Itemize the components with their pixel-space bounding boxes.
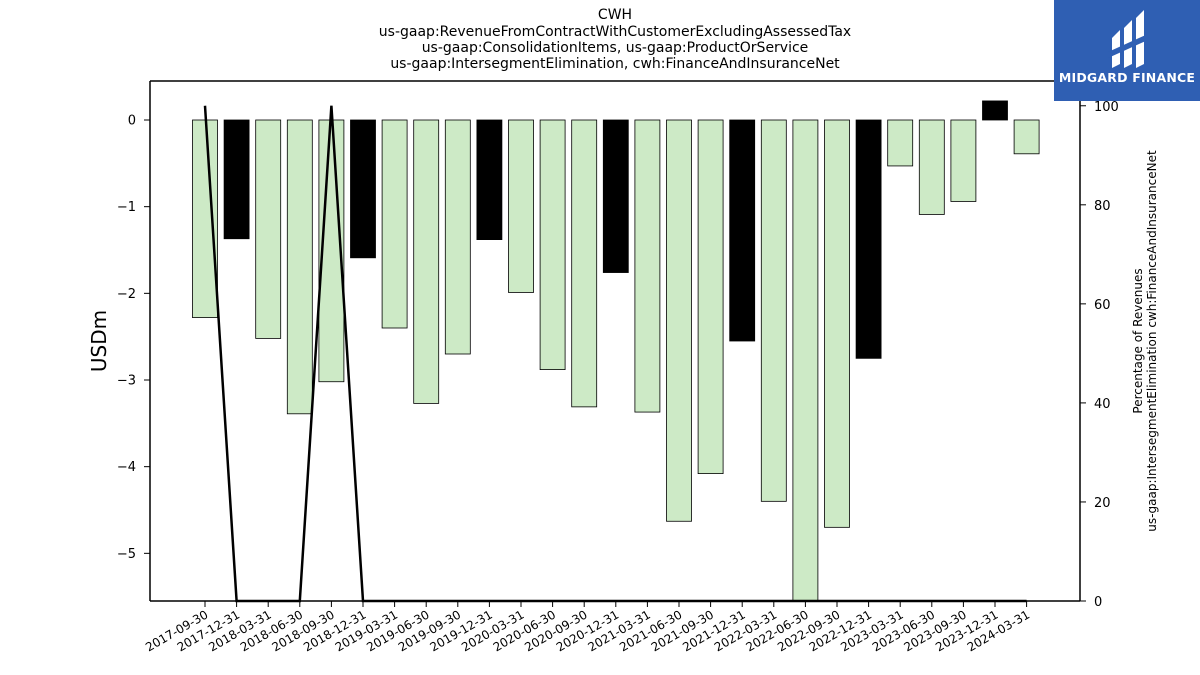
ytick-right-label: 0 [1094,595,1102,610]
bar-2018-03-31 [255,119,282,339]
y-axis-right-label-line: Percentage of Revenues [1131,268,1145,413]
bar-2022-09-30 [824,119,850,528]
bar-2023-06-30 [918,119,945,215]
y-axis-label: USDm [87,310,111,372]
bar-2023-12-31 [982,100,1008,121]
bar-2021-06-30 [666,119,692,522]
bar-2022-03-31 [760,119,787,502]
bar-2019-03-31 [381,119,408,329]
bar-2023-03-31 [887,119,914,167]
chart-title-line-4: us-gaap:IntersegmentElimination, cwh:Fin… [390,56,840,72]
bar-2021-12-31 [729,119,756,342]
ytick-left-label: −5 [117,547,136,562]
midgard-finance-logo: MIDGARD FINANCE [1054,0,1200,101]
bar-2018-12-31 [350,119,376,259]
bar-2020-06-30 [539,119,566,371]
bar-2021-03-31 [634,119,661,413]
logo-text: MIDGARD FINANCE [1058,70,1196,85]
bar-2019-09-30 [444,119,471,355]
bar-2020-12-31 [602,119,629,273]
bar-2024-03-31 [1013,119,1040,155]
bar-2017-09-30 [192,119,218,319]
bar-2022-06-30 [792,119,819,602]
bar-2018-06-30 [286,119,313,415]
ytick-right-label: 40 [1094,397,1111,412]
bar-2022-12-31 [855,119,882,359]
ytick-left-label: −3 [117,374,136,389]
bar-2023-09-30 [950,119,977,202]
midgard-logo-mark-icon [1108,10,1148,68]
ytick-right-label: 80 [1094,199,1111,214]
chart-title-line-1: CWH [597,7,633,23]
ytick-left-label: −2 [117,287,136,302]
ytick-right-label: 20 [1094,496,1111,511]
bar-2020-09-30 [571,119,598,408]
bar-2019-06-30 [413,119,440,404]
y-axis-right-label-line: us-gaap:IntersegmentElimination cwh:Fina… [1145,150,1159,532]
bar-2017-12-31 [223,119,250,240]
ytick-left-label: −1 [117,200,136,215]
bar-2021-09-30 [697,119,724,475]
ytick-left-label: 0 [128,114,136,129]
ytick-left-label: −4 [117,460,136,475]
chart-title-line-2: us-gaap:RevenueFromContractWithCustomerE… [378,24,852,40]
bar-2020-03-31 [508,119,534,293]
bar-2019-12-31 [476,119,503,240]
ytick-right-label: 100 [1094,100,1119,115]
chart-title-line-3: us-gaap:ConsolidationItems, us-gaap:Prod… [421,40,809,56]
ytick-right-label: 60 [1094,298,1111,313]
